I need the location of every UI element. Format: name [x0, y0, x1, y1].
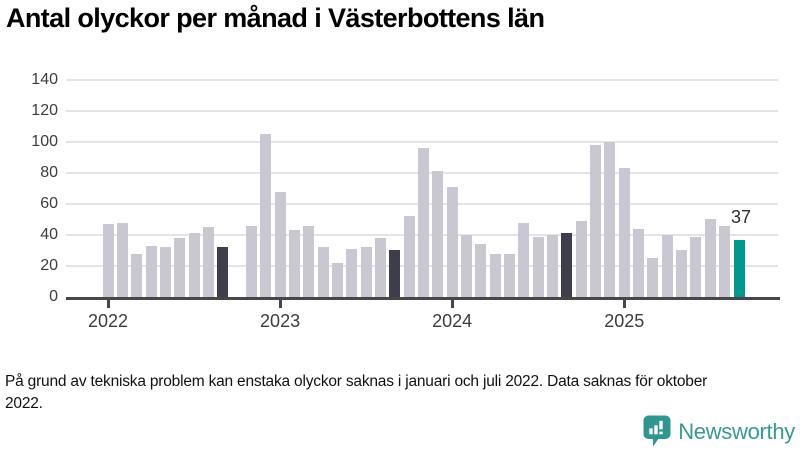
- x-tick-label-2024: 2024: [432, 311, 473, 331]
- bar-2023-02: [288, 230, 300, 297]
- newsworthy-speech-bubble-icon: [643, 415, 671, 447]
- bar-2022-04: [145, 246, 157, 297]
- bar-2024-11: [590, 145, 602, 297]
- bar-2024-09: [561, 233, 573, 297]
- bar-2024-07: [532, 237, 544, 297]
- bar-2022-08: [202, 227, 214, 297]
- y-tick-label-40: 40: [40, 226, 58, 243]
- y-tick-label-20: 20: [40, 257, 58, 274]
- bar-2024-10: [575, 221, 587, 297]
- bar-2023-06: [346, 249, 358, 297]
- bar-2022-03: [131, 254, 143, 297]
- y-tick-label-120: 120: [31, 102, 58, 119]
- current-value-label: 37: [730, 207, 752, 227]
- x-tick-label-2025: 2025: [604, 311, 645, 331]
- bar-2024-05: [504, 254, 516, 297]
- x-tick-2025: [622, 299, 626, 308]
- bar-2024-01: [446, 187, 458, 297]
- bar-2023-08: [374, 238, 386, 297]
- bar-2023-11: [418, 148, 429, 297]
- bar-2025-01: [618, 168, 630, 297]
- bar-2022-09: [217, 247, 229, 297]
- bar-2024-03: [475, 244, 487, 297]
- bar-2025-05: [676, 250, 688, 297]
- bar-2024-04: [489, 254, 501, 297]
- bar-2022-05: [159, 247, 171, 297]
- bar-2023-09: [389, 250, 401, 297]
- bar-2022-06: [174, 238, 186, 297]
- y-tick-label-140: 140: [31, 71, 58, 88]
- bar-2024-12: [604, 142, 616, 297]
- gridline-y-100: [66, 141, 778, 143]
- chart-footnote: På grund av tekniska problem kan enstaka…: [5, 373, 708, 413]
- y-tick-label-60: 60: [40, 195, 58, 212]
- newsworthy-logo: Newsworthy: [643, 415, 795, 448]
- bar-2025-09: [733, 240, 745, 297]
- x-tick-label-2022: 2022: [87, 311, 129, 331]
- bar-2025-08: [719, 226, 731, 297]
- bar-2024-08: [547, 235, 559, 297]
- bar-2023-12: [432, 171, 444, 297]
- bar-2025-02: [633, 229, 645, 297]
- x-tick-2023: [278, 299, 282, 308]
- bar-2023-03: [303, 226, 315, 297]
- chart-title: Antal olyckor per månad i Västerbottens …: [6, 3, 545, 33]
- y-tick-label-0: 0: [49, 288, 58, 305]
- bar-2025-04: [661, 235, 673, 297]
- y-tick-label-80: 80: [40, 164, 58, 181]
- x-tick-2022: [106, 299, 110, 308]
- bar-2025-07: [704, 219, 716, 297]
- bar-2023-04: [317, 247, 329, 297]
- bar-2023-01: [274, 192, 286, 297]
- bar-2022-12: [260, 134, 272, 297]
- x-tick-2024: [450, 299, 454, 308]
- newsworthy-wordmark: Newsworthy: [678, 418, 795, 444]
- x-axis-line: [66, 297, 780, 300]
- bar-2024-06: [518, 223, 530, 297]
- bar-2025-06: [690, 237, 702, 297]
- gridline-y-140: [66, 79, 778, 81]
- y-tick-label-100: 100: [31, 133, 58, 150]
- bar-2022-11: [245, 226, 257, 297]
- bar-2023-07: [360, 247, 372, 297]
- bar-2022-07: [188, 233, 200, 297]
- bar-2022-01: [102, 224, 114, 297]
- bar-2024-02: [461, 235, 473, 297]
- bar-2023-05: [331, 263, 343, 297]
- bar-2022-02: [116, 223, 128, 297]
- bar-2025-03: [647, 258, 659, 297]
- x-tick-label-2023: 2023: [260, 311, 301, 331]
- bar-2023-10: [403, 216, 415, 297]
- bar-chart-plot: 0 20 40 60 80 100 120 140 2022 2023 2024 2025 37: [31, 71, 780, 331]
- gridline-y-120: [66, 110, 778, 112]
